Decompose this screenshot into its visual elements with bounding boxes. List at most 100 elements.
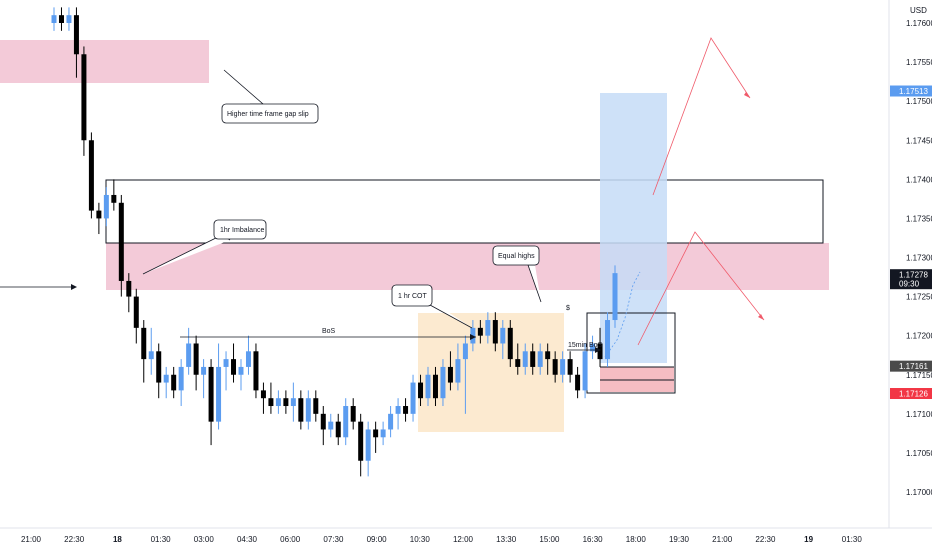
candle-bullish bbox=[275, 398, 281, 407]
time-tick-label: 16:30 bbox=[583, 535, 604, 544]
candle-bearish bbox=[253, 351, 259, 391]
cot-zone bbox=[418, 313, 564, 432]
price-tick-label: 1.17250 bbox=[906, 293, 932, 302]
candle-bullish bbox=[462, 343, 468, 360]
projection-lower-arrowhead bbox=[758, 314, 764, 320]
candle-bullish bbox=[238, 366, 244, 375]
candle-bullish bbox=[245, 351, 251, 367]
equal-highs-callout-text: Equal highs bbox=[498, 253, 535, 260]
dashed-projection bbox=[604, 271, 641, 358]
candle-bearish bbox=[126, 280, 132, 297]
candle-bullish bbox=[440, 366, 446, 399]
price-tag bbox=[890, 269, 932, 290]
candle-bearish bbox=[403, 406, 409, 414]
candle-bearish bbox=[507, 327, 513, 360]
cot-callout-text: 1 hr COT bbox=[398, 293, 428, 300]
candle-bearish bbox=[552, 359, 558, 375]
candle-bullish bbox=[343, 406, 349, 438]
candle-bearish bbox=[313, 398, 319, 414]
price-tick-label: 1.17500 bbox=[906, 97, 932, 106]
candle-bearish bbox=[575, 374, 581, 391]
time-tick-label: 12:00 bbox=[453, 535, 474, 544]
candle-bearish bbox=[373, 429, 379, 438]
equal-highs-callout-box bbox=[492, 245, 540, 266]
time-tick-label: 18 bbox=[113, 535, 122, 544]
time-tick-label: 03:00 bbox=[194, 535, 215, 544]
price-tick-label: 1.17300 bbox=[906, 254, 932, 263]
candle-bearish bbox=[156, 351, 162, 383]
candle-bearish bbox=[171, 374, 177, 391]
candle-bearish bbox=[58, 15, 64, 23]
time-tick-label: 19:30 bbox=[669, 535, 690, 544]
candle-bearish bbox=[418, 382, 424, 399]
price-tick-label: 1.17350 bbox=[906, 214, 932, 223]
candle-bearish bbox=[81, 54, 87, 141]
price-tick-label: 1.17000 bbox=[906, 488, 932, 497]
fifteen-min-bos-arrowhead bbox=[595, 347, 601, 353]
htf-gap-zone bbox=[0, 40, 209, 83]
candle-bearish bbox=[358, 421, 364, 461]
price-tick-label: 1.17100 bbox=[906, 410, 932, 419]
candle-bearish bbox=[118, 202, 124, 281]
price-tag-sublabel: 09:30 bbox=[899, 280, 920, 289]
candle-bearish bbox=[111, 194, 117, 203]
candle-bullish bbox=[500, 327, 506, 344]
time-tick-label: 09:00 bbox=[367, 535, 388, 544]
candle-bullish bbox=[51, 15, 57, 23]
price-tick-label: 1.17600 bbox=[906, 19, 932, 28]
candle-bearish bbox=[597, 343, 603, 360]
candle-bullish bbox=[560, 359, 566, 375]
candle-bearish bbox=[545, 351, 551, 360]
price-tag bbox=[890, 85, 932, 97]
bos-label: BoS bbox=[322, 328, 336, 335]
candle-bullish bbox=[537, 351, 543, 367]
price-tick-label: 1.17200 bbox=[906, 332, 932, 341]
price-axis-ticks: 1.17600 1.17550 1.17500 1.17450 1.17400 1.173… bbox=[906, 19, 932, 497]
candle-bullish bbox=[103, 194, 109, 219]
projection-path-lower bbox=[637, 231, 765, 346]
candle-bearish bbox=[432, 374, 438, 399]
time-tick-label: 21:00 bbox=[712, 535, 733, 544]
time-tick-label: 22:30 bbox=[755, 535, 776, 544]
htf-callout-text: Higher time frame gap slip bbox=[227, 111, 309, 118]
candle-bullish bbox=[582, 351, 588, 391]
htf-callout-pointer bbox=[223, 69, 265, 105]
candle-bearish bbox=[141, 327, 147, 360]
candle-bullish bbox=[178, 366, 184, 391]
time-tick-label: 13:30 bbox=[496, 535, 517, 544]
candle-bearish bbox=[208, 366, 214, 422]
candle-bullish bbox=[365, 429, 371, 461]
time-tick-label: 04:30 bbox=[237, 535, 258, 544]
price-tick-label: 1.17050 bbox=[906, 449, 932, 458]
time-tick-label: 21:00 bbox=[21, 535, 42, 544]
candle-bullish bbox=[163, 374, 169, 383]
candle-bearish bbox=[96, 210, 102, 219]
time-axis-ticks: 21:00 22:30 18 01:30 03:00 04:30 06:00 07:30 09:… bbox=[21, 535, 862, 544]
candle-bullish bbox=[485, 320, 491, 336]
candle-bullish bbox=[201, 366, 207, 375]
time-tick-label: 18:00 bbox=[626, 535, 647, 544]
price-tag bbox=[890, 360, 932, 372]
time-tick-label: 01:30 bbox=[151, 535, 172, 544]
dollar-label: $ bbox=[566, 305, 570, 312]
htf-callout-box bbox=[221, 103, 319, 124]
left-arrowhead bbox=[71, 284, 77, 290]
projection-upper-arrowhead bbox=[744, 92, 750, 98]
candle-bearish bbox=[477, 327, 483, 336]
candle-bearish bbox=[492, 320, 498, 344]
candle-bearish bbox=[283, 398, 289, 407]
imbalance-callout-box bbox=[213, 219, 267, 240]
candle-bearish bbox=[350, 406, 356, 422]
candle-bullish bbox=[605, 320, 611, 360]
candle-bullish bbox=[388, 413, 394, 430]
candle-bullish bbox=[455, 359, 461, 383]
bos-arrowhead bbox=[470, 334, 476, 340]
price-tag-label: 1.17513 bbox=[899, 87, 928, 96]
candle-bearish bbox=[298, 398, 304, 422]
candle-bullish bbox=[186, 343, 192, 367]
candle-bullish bbox=[216, 366, 222, 422]
price-tick-label: 1.17150 bbox=[906, 371, 932, 380]
candle-bearish bbox=[335, 421, 341, 438]
